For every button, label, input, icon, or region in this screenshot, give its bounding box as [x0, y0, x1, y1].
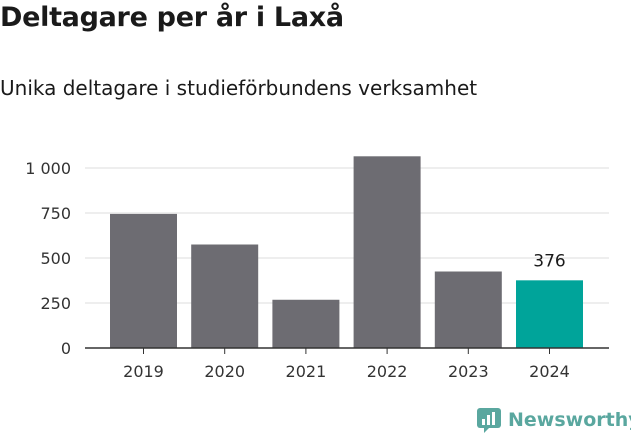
data-label: 376	[533, 251, 565, 271]
x-tick-label: 2019	[123, 362, 164, 381]
bar	[434, 271, 502, 348]
y-tick-label: 250	[40, 294, 71, 313]
y-tick-label: 500	[40, 249, 71, 268]
bar	[353, 156, 421, 348]
newsworthy-logo-icon	[477, 408, 501, 433]
x-tick-label: 2020	[204, 362, 245, 381]
bar	[191, 244, 259, 348]
brand-logo: Newsworthy	[476, 407, 631, 433]
x-tick-label: 2022	[367, 362, 408, 381]
x-tick-label: 2023	[448, 362, 489, 381]
chart-subtitle: Unika deltagare i studieförbundens verks…	[0, 76, 478, 100]
bar	[110, 213, 177, 348]
y-tick-label: 1 000	[25, 159, 71, 178]
brand-name: Newsworthy	[508, 409, 631, 431]
bar	[272, 299, 340, 348]
chart-title: Deltagare per år i Laxå	[0, 2, 344, 33]
x-tick-label: 2024	[529, 362, 570, 381]
x-tick-label: 2021	[286, 362, 327, 381]
y-tick-label: 0	[61, 339, 71, 358]
bar	[516, 280, 583, 348]
bar-chart: 0 250 500 750 1 000 2019 2020 2021 2022 2023 2024 3…	[25, 156, 609, 381]
y-tick-label: 750	[40, 204, 71, 223]
